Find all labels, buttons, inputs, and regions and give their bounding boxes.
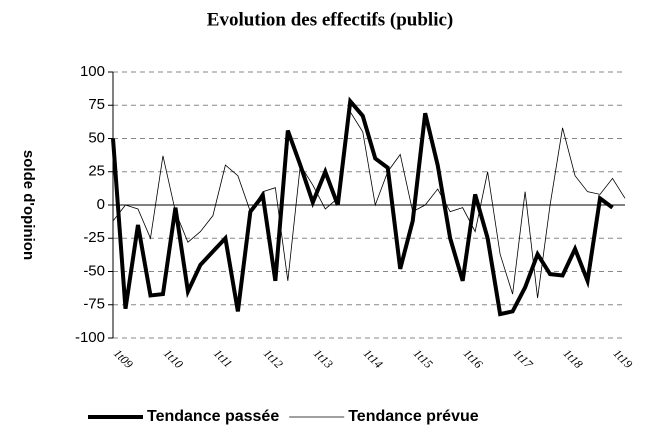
x-tick-label: 1t11 bbox=[211, 346, 235, 370]
chart-title: Evolution des effectifs (public) bbox=[207, 9, 453, 30]
y-tick-label: -75 bbox=[83, 296, 105, 313]
y-tick-label: -25 bbox=[83, 229, 105, 246]
legend-label: Tendance prévue bbox=[348, 408, 479, 425]
x-tick-label: 1t15 bbox=[411, 346, 436, 371]
line-series bbox=[111, 96, 614, 317]
x-tick-label: 1t09 bbox=[111, 346, 136, 371]
y-tick-label: 100 bbox=[80, 63, 105, 80]
y-tick-label: -100 bbox=[75, 329, 105, 346]
y-tick-label: 0 bbox=[97, 196, 105, 213]
x-tick-label: 1t19 bbox=[610, 346, 635, 371]
y-tick-label: -50 bbox=[83, 262, 105, 279]
y-tick-label: 75 bbox=[88, 96, 105, 113]
y-tick-label: 25 bbox=[88, 163, 105, 180]
y-tick-label: 50 bbox=[88, 129, 105, 146]
x-tick-label: 1t14 bbox=[361, 346, 386, 371]
x-tick-label: 1t16 bbox=[461, 346, 486, 371]
y-axis-label: solde d'opinion bbox=[20, 150, 37, 260]
x-tick-label: 1t17 bbox=[511, 346, 537, 372]
x-tick-label: 1t13 bbox=[311, 346, 336, 371]
x-tick-label: 1t10 bbox=[161, 346, 186, 371]
x-tick-label: 1t12 bbox=[261, 346, 286, 371]
x-tick-label: 1t18 bbox=[560, 346, 585, 371]
line-series bbox=[112, 110, 626, 299]
legend-label: Tendance passée bbox=[147, 408, 279, 425]
